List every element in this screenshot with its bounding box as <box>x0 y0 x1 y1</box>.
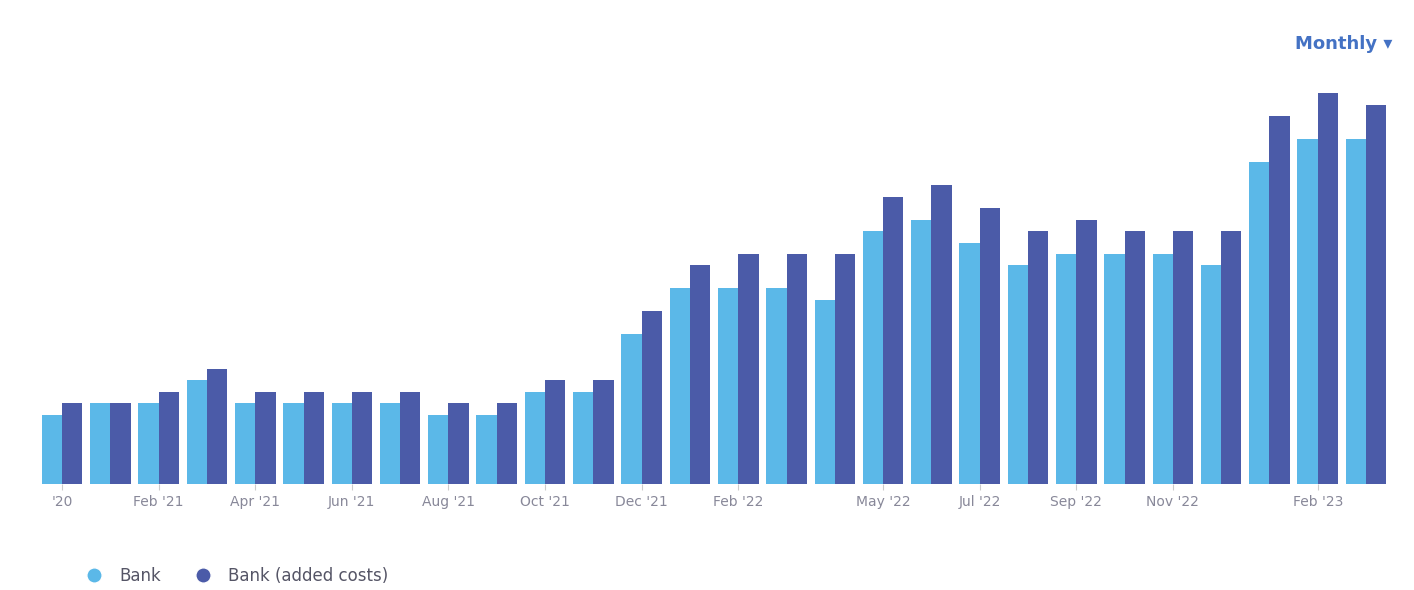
Bar <box>448 404 468 484</box>
Bar <box>110 404 130 484</box>
Bar <box>1200 266 1222 484</box>
Bar <box>1124 231 1145 484</box>
Bar <box>331 404 352 484</box>
Bar <box>525 392 544 484</box>
Bar <box>1172 231 1193 484</box>
Bar <box>352 392 372 484</box>
Bar <box>786 254 807 484</box>
Bar <box>884 196 904 484</box>
Bar <box>206 369 228 484</box>
Bar <box>932 185 952 484</box>
Text: Monthly ▾: Monthly ▾ <box>1295 35 1393 54</box>
Legend: Bank, Bank (added costs): Bank, Bank (added costs) <box>78 566 387 585</box>
Bar <box>670 289 690 484</box>
Bar <box>256 392 276 484</box>
Bar <box>1076 219 1097 484</box>
Bar <box>283 404 304 484</box>
Bar <box>1366 104 1386 484</box>
Bar <box>1298 139 1318 484</box>
Bar <box>1346 139 1366 484</box>
Bar <box>738 254 758 484</box>
Bar <box>814 300 834 484</box>
Bar <box>90 404 110 484</box>
Bar <box>621 335 642 484</box>
Bar <box>158 392 180 484</box>
Bar <box>235 404 256 484</box>
Bar <box>766 289 786 484</box>
Bar <box>496 404 518 484</box>
Bar <box>304 392 324 484</box>
Bar <box>544 381 566 484</box>
Bar <box>187 381 206 484</box>
Bar <box>863 231 884 484</box>
Bar <box>1249 162 1270 484</box>
Bar <box>642 312 662 484</box>
Bar <box>980 208 1000 484</box>
Bar <box>834 254 855 484</box>
Bar <box>690 266 710 484</box>
Bar <box>477 415 496 484</box>
Bar <box>1008 266 1028 484</box>
Bar <box>139 404 158 484</box>
Bar <box>573 392 594 484</box>
Bar <box>1270 116 1290 484</box>
Bar <box>1028 231 1048 484</box>
Bar <box>1222 231 1241 484</box>
Bar <box>428 415 448 484</box>
Bar <box>960 242 980 484</box>
Bar <box>1056 254 1076 484</box>
Bar <box>380 404 400 484</box>
Bar <box>911 219 932 484</box>
Bar <box>718 289 738 484</box>
Bar <box>42 415 62 484</box>
Bar <box>594 381 614 484</box>
Bar <box>62 404 82 484</box>
Bar <box>1152 254 1172 484</box>
Bar <box>1104 254 1124 484</box>
Bar <box>1318 93 1338 484</box>
Bar <box>400 392 420 484</box>
